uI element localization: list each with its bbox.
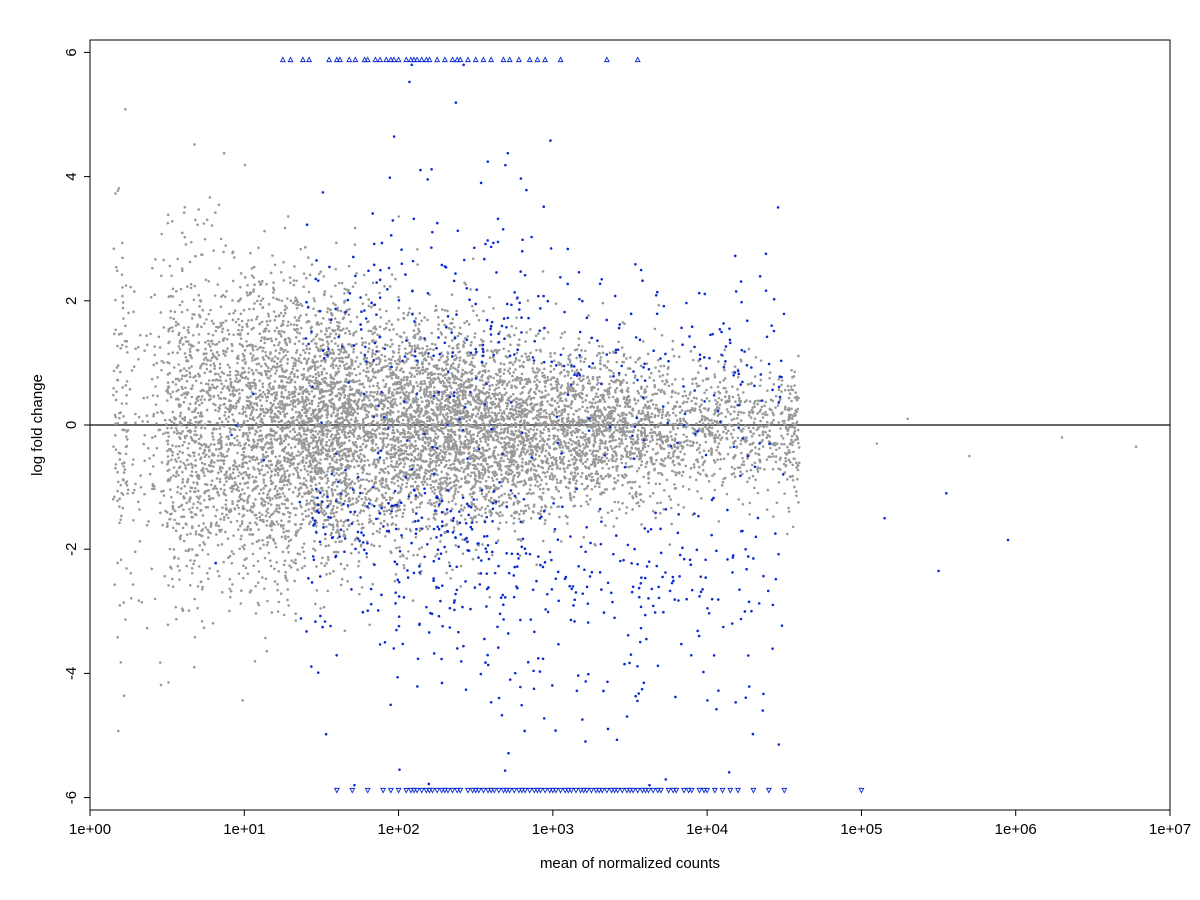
x-tick-label: 1e+00 <box>69 821 111 838</box>
y-axis-label: log fold change <box>29 374 46 476</box>
x-tick-label: 1e+05 <box>840 821 882 838</box>
y-tick-label: -6 <box>63 791 80 804</box>
x-tick-label: 1e+02 <box>378 821 420 838</box>
x-tick-label: 1e+07 <box>1149 821 1191 838</box>
x-tick-label: 1e+04 <box>686 821 728 838</box>
y-tick-label: 4 <box>63 172 80 180</box>
x-tick-label: 1e+03 <box>532 821 574 838</box>
ma-plot: 1e+00 1e+01 1e+02 1e+03 1e+04 1e+05 1e+06 1e+07… <box>0 0 1200 900</box>
y-tick-label: 6 <box>63 48 80 56</box>
y-tick-label: -4 <box>63 667 80 680</box>
x-axis-label: mean of normalized counts <box>540 855 720 872</box>
y-tick-label: 2 <box>63 297 80 305</box>
x-tick-label: 1e+06 <box>995 821 1037 838</box>
x-tick-label: 1e+01 <box>223 821 265 838</box>
y-tick-label: 0 <box>63 421 80 429</box>
y-tick-label: -2 <box>63 543 80 556</box>
chart-svg: 1e+00 1e+01 1e+02 1e+03 1e+04 1e+05 1e+06 1e+07… <box>0 0 1200 900</box>
